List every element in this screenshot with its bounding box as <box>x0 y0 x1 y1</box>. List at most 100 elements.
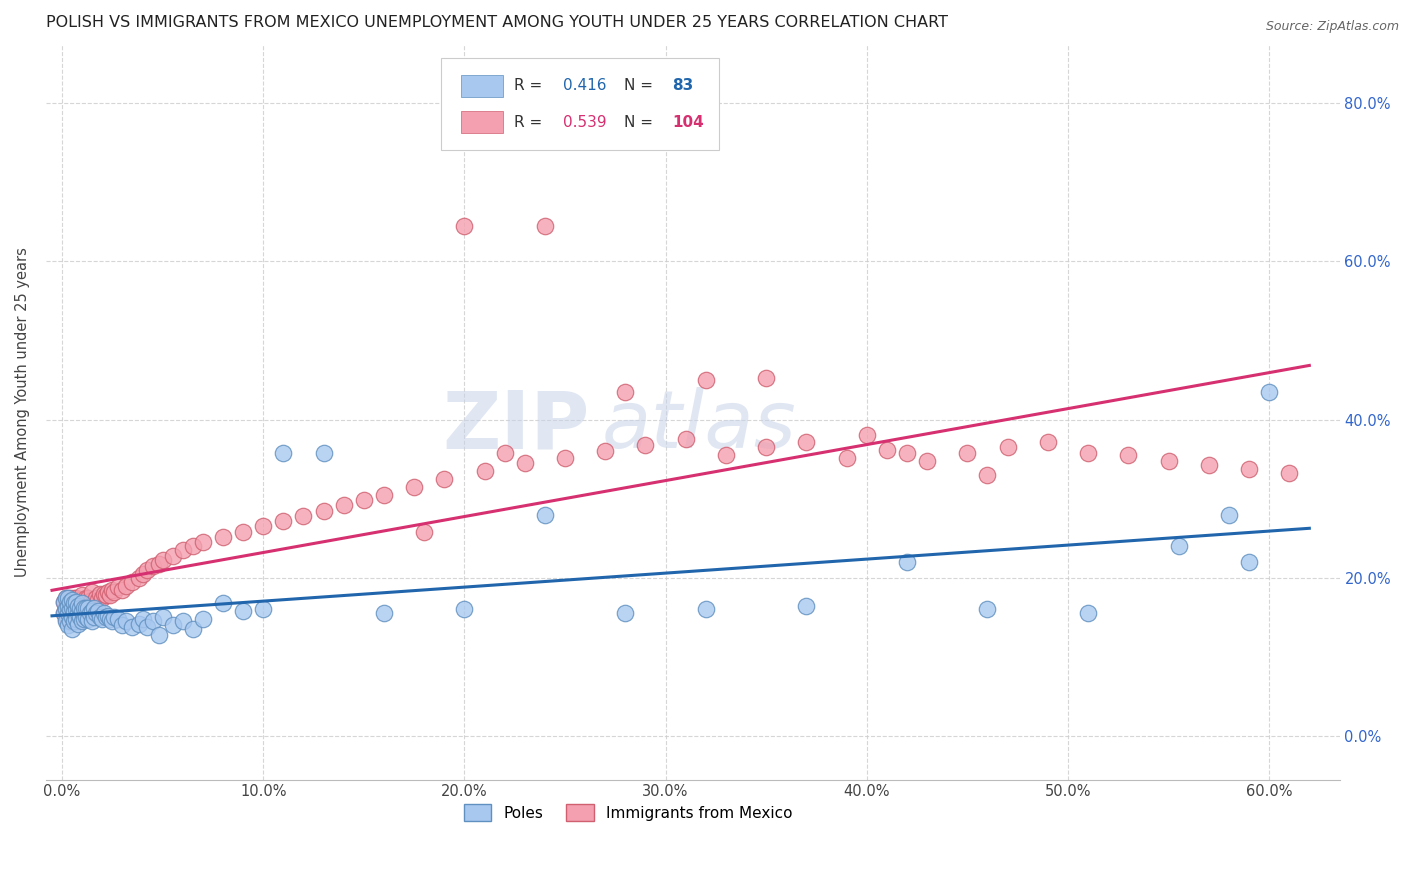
Text: 0.416: 0.416 <box>564 78 607 93</box>
Point <box>593 444 616 458</box>
Point <box>107 580 129 594</box>
Point <box>84 607 107 621</box>
Point <box>101 615 124 629</box>
Point <box>142 615 165 629</box>
Point <box>634 438 657 452</box>
Point <box>63 604 86 618</box>
Point <box>513 456 536 470</box>
Point <box>70 596 93 610</box>
Point <box>77 612 100 626</box>
Point <box>896 555 918 569</box>
Point <box>142 558 165 573</box>
Point <box>73 612 96 626</box>
Point <box>896 446 918 460</box>
Point <box>65 612 87 626</box>
Point <box>67 616 90 631</box>
Point <box>55 600 77 615</box>
Point <box>89 610 111 624</box>
Point <box>453 602 475 616</box>
Point <box>121 574 143 589</box>
Point <box>252 602 274 616</box>
Point <box>796 599 818 613</box>
Point <box>63 610 86 624</box>
Text: 0.539: 0.539 <box>564 115 607 130</box>
Point <box>70 588 93 602</box>
Point <box>534 508 557 522</box>
Point <box>60 600 83 615</box>
Point <box>60 593 83 607</box>
Point <box>67 607 90 621</box>
Point <box>413 524 436 539</box>
Point <box>70 596 93 610</box>
Y-axis label: Unemployment Among Youth under 25 years: Unemployment Among Youth under 25 years <box>15 247 30 576</box>
Point <box>89 587 111 601</box>
Point <box>77 600 100 615</box>
Point <box>60 602 83 616</box>
Point <box>83 596 105 610</box>
Point <box>107 612 129 626</box>
Point <box>79 599 101 613</box>
Legend: Poles, Immigrants from Mexico: Poles, Immigrants from Mexico <box>457 798 799 827</box>
Point <box>82 615 104 629</box>
Point <box>162 549 184 563</box>
Point <box>65 600 87 615</box>
Point <box>128 616 150 631</box>
Point <box>714 448 737 462</box>
Point <box>56 593 79 607</box>
Point <box>63 600 86 615</box>
Point <box>56 599 79 613</box>
Point <box>131 612 153 626</box>
Point <box>60 622 83 636</box>
Point <box>67 599 90 613</box>
Point <box>91 612 114 626</box>
Point <box>433 472 456 486</box>
Text: 104: 104 <box>672 115 704 130</box>
Point <box>83 600 105 615</box>
Point <box>56 618 79 632</box>
Point <box>332 498 354 512</box>
Point <box>69 599 91 613</box>
Point <box>353 493 375 508</box>
Point <box>835 450 858 465</box>
Point <box>212 530 235 544</box>
Point <box>59 615 82 629</box>
Point <box>73 600 96 615</box>
Point <box>75 610 97 624</box>
Point <box>876 442 898 457</box>
Point <box>152 610 174 624</box>
Point <box>373 488 395 502</box>
Point <box>73 604 96 618</box>
Point <box>67 615 90 629</box>
Point <box>494 446 516 460</box>
Point <box>614 384 637 399</box>
Point <box>1237 555 1260 569</box>
Point <box>373 607 395 621</box>
Point <box>976 602 998 616</box>
Point <box>63 596 86 610</box>
Point <box>474 464 496 478</box>
Point <box>83 610 105 624</box>
Point <box>855 428 877 442</box>
FancyBboxPatch shape <box>461 112 502 134</box>
Point <box>103 585 125 599</box>
Point <box>97 608 120 623</box>
Point <box>162 618 184 632</box>
Point <box>96 610 118 624</box>
Point <box>65 602 87 616</box>
Point <box>53 607 76 621</box>
Text: POLISH VS IMMIGRANTS FROM MEXICO UNEMPLOYMENT AMONG YOUTH UNDER 25 YEARS CORRELA: POLISH VS IMMIGRANTS FROM MEXICO UNEMPLO… <box>46 15 948 30</box>
Point <box>63 591 86 605</box>
Point <box>1116 448 1139 462</box>
Point <box>554 450 576 465</box>
Point <box>96 588 118 602</box>
Point <box>56 615 79 629</box>
Point <box>69 608 91 623</box>
Point <box>453 219 475 233</box>
Point <box>1167 539 1189 553</box>
Point <box>1278 467 1301 481</box>
Point <box>97 585 120 599</box>
Point <box>56 602 79 616</box>
Point <box>1036 434 1059 449</box>
Point <box>614 607 637 621</box>
Point <box>1237 461 1260 475</box>
